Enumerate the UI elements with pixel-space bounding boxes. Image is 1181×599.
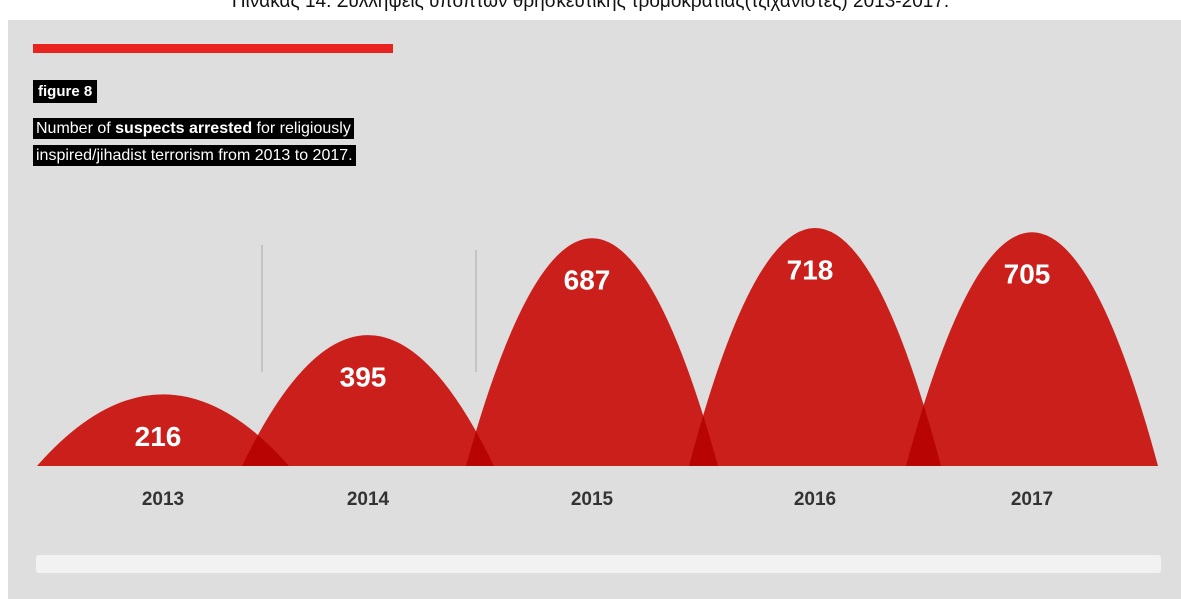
chart-subtitle: Number of suspects arrested for religiou…	[33, 115, 423, 169]
x-tick-label: 2016	[794, 489, 836, 510]
subtitle-part: for religiously inspired/jihadist terror…	[36, 120, 353, 164]
subtitle-part: Number of	[36, 120, 116, 137]
value-label: 687	[564, 265, 611, 296]
x-tick-label: 2017	[1011, 489, 1053, 510]
value-label: 395	[340, 361, 387, 392]
accent-bar	[33, 44, 393, 53]
value-label: 718	[787, 254, 834, 285]
hump	[689, 228, 941, 466]
caption: Πίνακας 14: Συλλήψεις υπόπτων θρησκευτικ…	[231, 0, 950, 12]
hump	[242, 335, 494, 466]
chart-title: figure 8	[33, 80, 98, 103]
x-tick-label: 2013	[142, 489, 184, 510]
value-label: 705	[1004, 259, 1051, 290]
x-tick-label: 2014	[347, 489, 390, 510]
subtitle-bold: suspects arrested	[115, 120, 253, 137]
value-label: 216	[135, 421, 182, 452]
hump	[37, 394, 289, 466]
hump	[466, 238, 718, 466]
footer-bar	[36, 555, 1161, 573]
hump	[906, 232, 1158, 466]
x-tick-label: 2015	[571, 489, 614, 510]
